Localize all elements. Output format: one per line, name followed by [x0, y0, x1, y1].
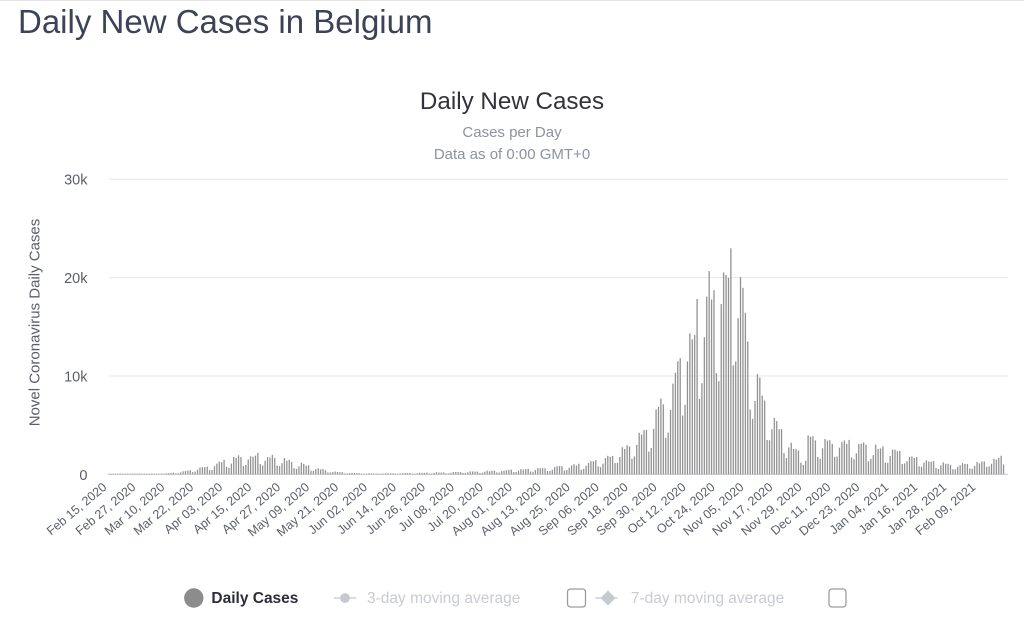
svg-text:10k: 10k	[64, 370, 88, 386]
svg-text:30k: 30k	[64, 173, 88, 189]
svg-text:Daily Cases: Daily Cases	[211, 590, 298, 607]
svg-text:7-day moving average: 7-day moving average	[631, 590, 784, 607]
svg-text:0: 0	[79, 468, 87, 484]
svg-text:3-day moving average: 3-day moving average	[367, 590, 520, 607]
svg-text:20k: 20k	[64, 271, 88, 287]
